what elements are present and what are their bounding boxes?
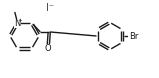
Text: O: O: [45, 44, 52, 53]
Text: Br: Br: [129, 32, 138, 40]
Text: I⁻: I⁻: [46, 3, 54, 13]
Text: +: +: [18, 18, 22, 23]
Text: N: N: [14, 19, 21, 28]
